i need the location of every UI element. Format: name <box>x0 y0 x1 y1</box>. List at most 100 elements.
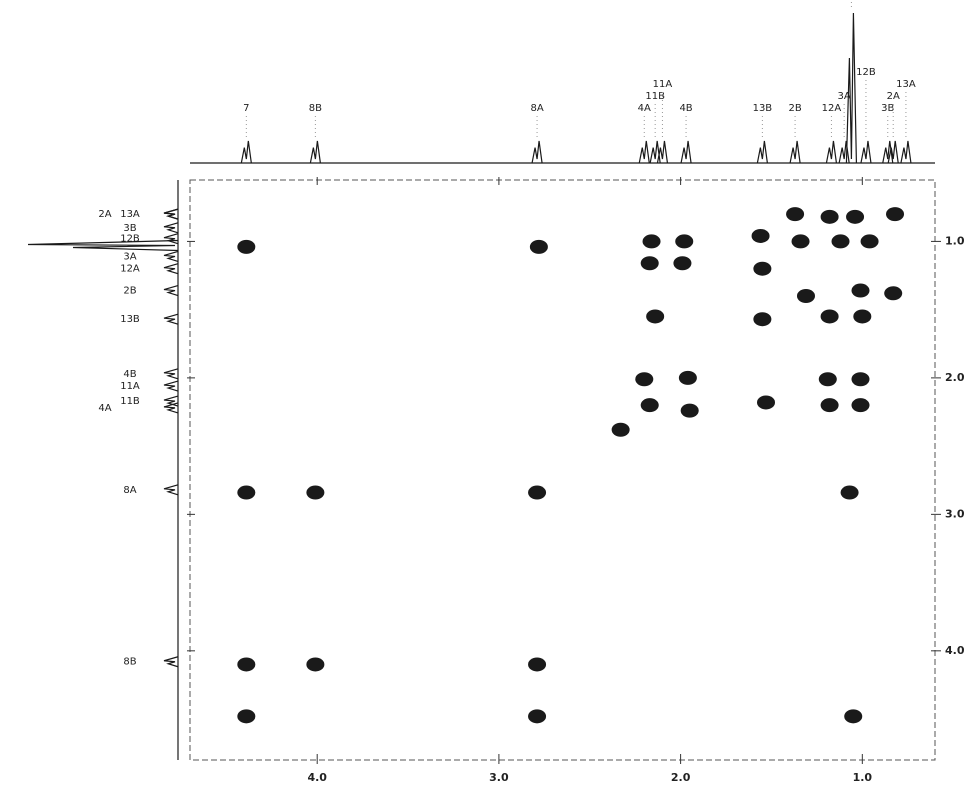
top-peak <box>861 141 871 163</box>
top-peak <box>639 141 649 163</box>
left-peak <box>164 223 178 233</box>
cross-peak <box>852 284 870 298</box>
left-peak-label: 2B <box>123 286 136 297</box>
x-tick-label: 3.0 <box>489 771 509 784</box>
cross-peak <box>528 657 546 671</box>
top-peak-label: 12B <box>856 67 876 78</box>
top-peak-label: 8A <box>530 103 543 114</box>
top-peak <box>681 141 691 163</box>
left-peak-label: 8A <box>123 485 136 496</box>
cross-peak <box>528 486 546 500</box>
cross-peak <box>635 372 653 386</box>
cross-peak <box>530 240 548 254</box>
cross-peak <box>753 312 771 326</box>
cross-peak <box>528 709 546 723</box>
left-peak <box>28 241 178 251</box>
cross-peak <box>237 486 255 500</box>
cross-peak <box>306 657 324 671</box>
left-peak-label: 11B <box>120 396 140 407</box>
top-peak-label: 7 <box>243 103 249 114</box>
left-peak <box>164 314 178 324</box>
cross-peak <box>306 486 324 500</box>
y-tick-label: 3.0 <box>945 507 965 520</box>
left-peak-label: 4A <box>98 403 111 414</box>
top-peak <box>790 141 800 163</box>
left-peak-label: 8B <box>123 657 136 668</box>
cross-peak <box>643 234 661 248</box>
cross-peak <box>641 256 659 270</box>
left-peak-label: 13A <box>120 209 140 220</box>
cross-peak <box>612 423 630 437</box>
cross-peak <box>646 309 664 323</box>
cross-peak <box>853 309 871 323</box>
cross-peak <box>852 372 870 386</box>
cross-peak <box>821 210 839 224</box>
left-peak <box>164 234 178 244</box>
cross-peak <box>641 398 659 412</box>
cross-peak <box>786 207 804 221</box>
left-peak-label: 12B <box>120 234 140 245</box>
page: {"chart_data": {"type": "cosy", "xlim": … <box>0 0 965 787</box>
y-tick-label: 1.0 <box>945 234 965 247</box>
left-peak-label: 2A <box>98 209 111 220</box>
cross-peak <box>753 262 771 276</box>
left-peak-label: 4B <box>123 369 136 380</box>
top-peak-label: 12A <box>822 103 842 114</box>
left-peak-label: 3A <box>123 251 136 262</box>
top-peak <box>757 141 767 163</box>
left-peak <box>164 286 178 296</box>
cross-peak <box>841 486 859 500</box>
left-peak <box>164 251 178 261</box>
y-tick-label: 2.0 <box>945 371 965 384</box>
left-peak <box>164 381 178 391</box>
left-peak <box>164 485 178 495</box>
top-peak <box>826 141 836 163</box>
y-tick-label: 4.0 <box>945 644 965 657</box>
cross-peak <box>681 404 699 418</box>
top-peak-label: 4B <box>679 103 692 114</box>
top-peak <box>901 141 911 163</box>
x-tick-label: 2.0 <box>671 771 691 784</box>
top-peak <box>839 141 849 163</box>
cross-peak <box>237 709 255 723</box>
top-peak <box>846 13 856 163</box>
top-peak-label: 2B <box>788 103 801 114</box>
cross-peak <box>237 240 255 254</box>
top-peak <box>883 141 893 163</box>
top-peak-label: 3B <box>881 103 894 114</box>
cross-peak <box>792 234 810 248</box>
cross-peak <box>852 398 870 412</box>
cross-peak <box>832 234 850 248</box>
left-peak <box>164 209 178 219</box>
top-peak <box>241 141 251 163</box>
left-peak-label: 12A <box>120 264 140 275</box>
chart: 4.03.02.01.01.02.03.04.078B8A4A11B11A4B1… <box>0 0 965 787</box>
plot-frame <box>190 180 935 760</box>
cross-peak <box>844 709 862 723</box>
cross-peak <box>819 372 837 386</box>
cross-peak <box>752 229 770 243</box>
left-peak-label: 11A <box>120 381 140 392</box>
cross-peak <box>821 398 839 412</box>
cross-peak <box>757 395 775 409</box>
top-peak-label: 8B <box>309 103 322 114</box>
cross-peak <box>821 309 839 323</box>
x-tick-label: 4.0 <box>307 771 327 784</box>
cross-peak <box>237 657 255 671</box>
left-peak <box>164 264 178 274</box>
cross-peak <box>797 289 815 303</box>
top-peak <box>310 141 320 163</box>
cross-peak <box>675 234 693 248</box>
left-peak <box>164 657 178 667</box>
cross-peak <box>846 210 864 224</box>
left-peak-label: 13B <box>120 314 140 325</box>
left-peak <box>164 369 178 379</box>
top-peak-label: 4A <box>638 103 651 114</box>
left-peak-label: 3B <box>123 223 136 234</box>
top-peak <box>532 141 542 163</box>
cross-peak <box>884 286 902 300</box>
left-peak <box>164 403 178 413</box>
cross-peak <box>886 207 904 221</box>
cross-peak <box>861 234 879 248</box>
cross-peak <box>673 256 691 270</box>
